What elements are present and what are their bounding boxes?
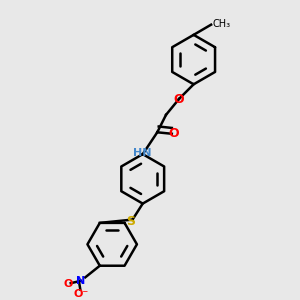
Text: O: O <box>63 279 73 289</box>
Text: S: S <box>127 214 136 227</box>
Text: CH₃: CH₃ <box>212 19 231 29</box>
Text: O⁻: O⁻ <box>73 289 88 299</box>
Text: O: O <box>168 127 178 140</box>
Text: O: O <box>173 93 184 106</box>
Text: N: N <box>76 276 86 286</box>
Text: HN: HN <box>134 148 152 158</box>
